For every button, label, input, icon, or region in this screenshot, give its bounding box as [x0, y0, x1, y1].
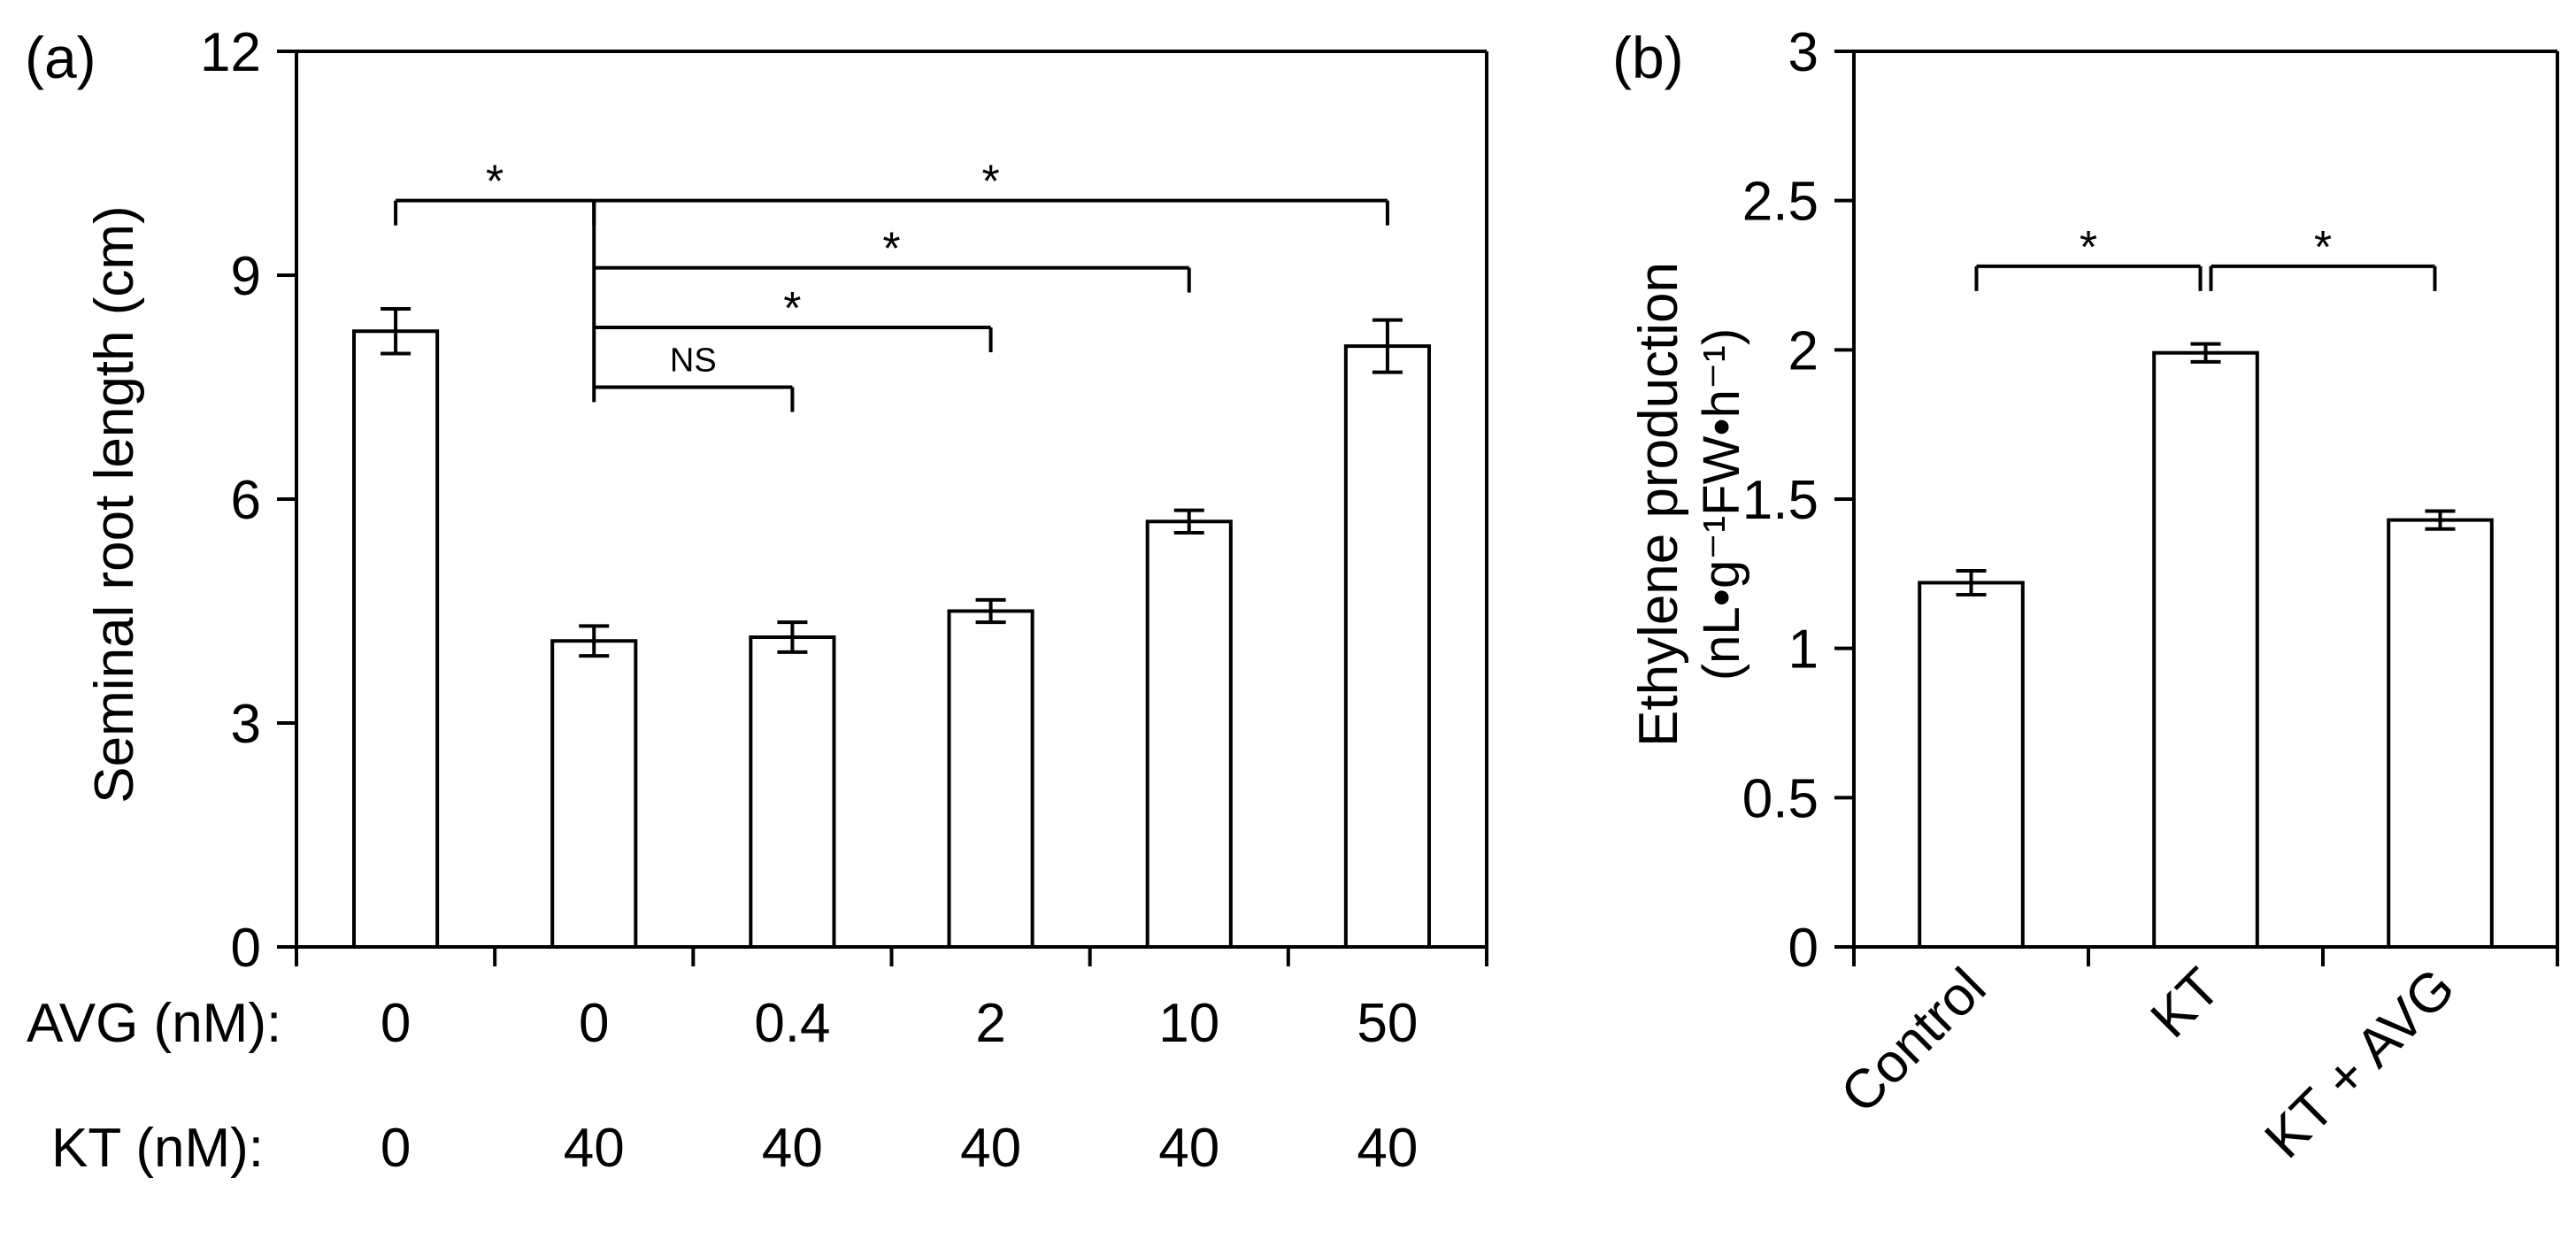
a-avg-value-label: 10	[1158, 993, 1219, 1054]
b-category-label: Control	[1829, 957, 1997, 1125]
a-bar	[947, 609, 1034, 949]
panel-a-y-axis-title: Seminal root length (cm)	[84, 205, 145, 803]
panel-a-kt-row-label: KT (nM):	[51, 1118, 264, 1179]
a-avg-value-label: 0	[579, 993, 609, 1054]
panel-b-error-bars	[1956, 342, 2456, 596]
panel-a-error-bars	[381, 306, 1403, 658]
a-y-tick-label: 6	[231, 470, 261, 531]
a-y-tick-label: 3	[231, 694, 261, 755]
panel-b-label: (b)	[1612, 25, 1684, 90]
a-y-tick-label: 12	[200, 22, 261, 83]
a-avg-value-label: 50	[1357, 993, 1418, 1054]
a-bar	[550, 639, 638, 949]
b-bar	[2387, 518, 2494, 949]
panel-b-y-axis-title-line1: Ethylene production	[1628, 262, 1689, 747]
b-y-tick-label: 0.5	[1742, 768, 1819, 829]
a-bar	[1145, 519, 1233, 949]
a-kt-value-label: 40	[564, 1118, 625, 1179]
panel-b-x-ticks	[1852, 947, 2559, 966]
a-y-tick-label: 0	[231, 918, 261, 979]
b-y-tick-label: 2	[1788, 320, 1819, 381]
b-y-tick-label: 3	[1788, 22, 1819, 83]
panel-b-y-ticks: 0 0.5 1 1.5 2 2.5 3	[1742, 22, 1854, 979]
panel-b-bars	[1918, 350, 2494, 949]
b-sig-label: *	[2314, 222, 2332, 273]
panel-a-bars	[352, 329, 1431, 950]
a-kt-value-label: 40	[762, 1118, 823, 1179]
a-bar	[749, 635, 836, 949]
b-bar	[1918, 581, 2025, 949]
b-y-tick-label: 2.5	[1742, 172, 1819, 233]
panel-a-x-ticks	[295, 947, 1488, 966]
b-y-tick-label: 1.5	[1742, 470, 1819, 531]
panel-a-avg-row-label: AVG (nM):	[27, 993, 281, 1054]
a-sig-label: NS	[670, 342, 717, 380]
a-kt-value-label: 40	[960, 1118, 1021, 1179]
b-bar	[2152, 350, 2259, 949]
panel-b-category-labels: Control KT KT + AVG	[1829, 957, 2466, 1170]
a-bar	[352, 329, 440, 949]
b-category-label: KT + AVG	[2253, 957, 2466, 1170]
a-kt-value-label: 40	[1158, 1118, 1219, 1179]
a-avg-value-label: 2	[975, 993, 1005, 1054]
a-avg-value-label: 0.4	[754, 993, 830, 1054]
panel-a-significance-brackets: * NS * * *	[394, 157, 1389, 412]
panel-a-chart: (a) Seminal root length (cm) AVG (nM): K…	[25, 22, 1488, 1179]
a-sig-label: *	[882, 224, 900, 275]
a-sig-label: *	[981, 157, 999, 208]
panel-a-category-labels: 0 0 0 40 0.4 40 2 40 10 40 50 40	[381, 993, 1419, 1179]
b-y-tick-label: 1	[1788, 619, 1819, 681]
a-kt-value-label: 0	[381, 1118, 411, 1179]
panel-a-label: (a)	[25, 25, 96, 90]
panel-a-y-ticks: 0 3 6 9 12	[200, 22, 296, 979]
a-y-tick-label: 9	[231, 246, 261, 307]
b-sig-label: *	[2080, 222, 2097, 273]
a-sig-label: *	[783, 283, 801, 335]
a-kt-value-label: 40	[1357, 1118, 1418, 1179]
a-avg-value-label: 0	[381, 993, 411, 1054]
panel-b-chart: (b) Ethylene production (nL•g⁻¹FW•h⁻¹) 0…	[1612, 22, 2559, 1170]
a-bar	[1343, 344, 1431, 950]
a-sig-label: *	[486, 157, 504, 208]
b-y-tick-label: 0	[1788, 918, 1819, 979]
b-category-label: KT	[2140, 957, 2233, 1050]
panel-b-significance-brackets: * *	[1974, 222, 2437, 291]
panel-b-y-axis-title-line2: (nL•g⁻¹FW•h⁻¹)	[1693, 328, 1750, 681]
